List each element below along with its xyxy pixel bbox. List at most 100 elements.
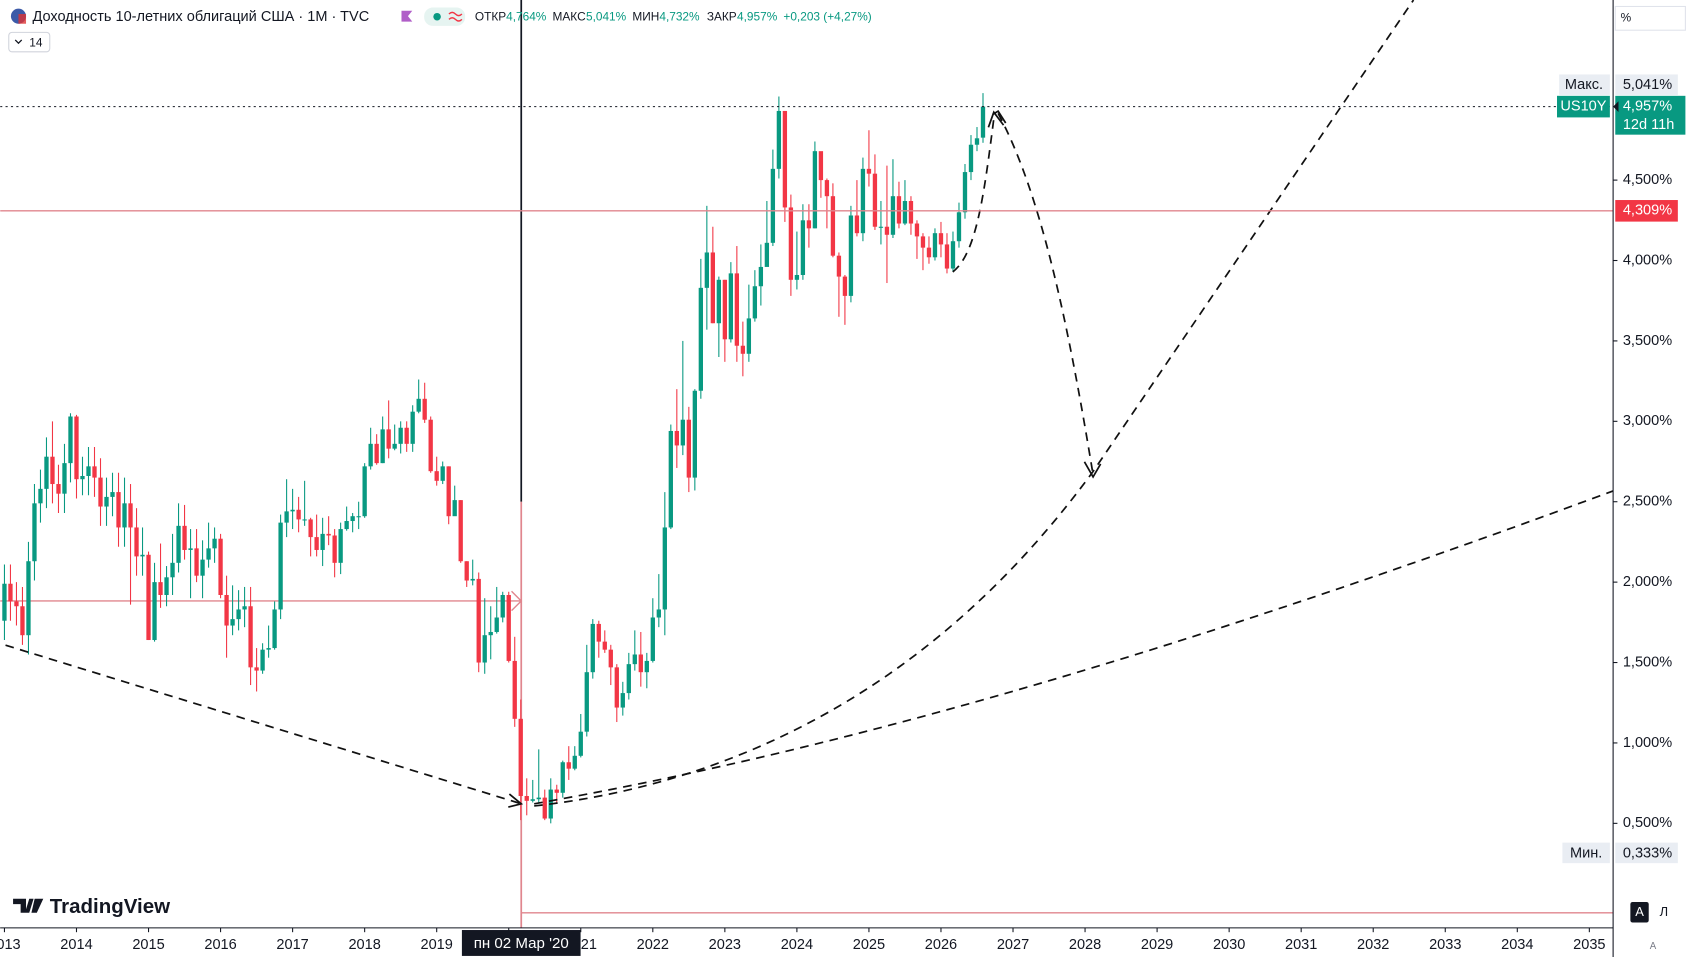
candle-body — [236, 609, 241, 620]
candle-body — [350, 516, 355, 522]
candle-body — [182, 525, 187, 550]
x-tick-label: 2013 — [0, 937, 21, 953]
x-tick-label: 2029 — [1141, 937, 1173, 953]
candle-body — [368, 443, 373, 467]
candle-body — [386, 429, 391, 449]
candle-body — [722, 279, 728, 340]
candle-body — [950, 241, 956, 269]
auto-scale-small[interactable]: A — [1650, 941, 1657, 952]
candle-body — [536, 797, 541, 800]
log-scale-label[interactable]: Л — [1660, 904, 1669, 919]
candle-body — [92, 466, 97, 478]
high-label: МАКС — [553, 9, 587, 23]
candle-body — [980, 106, 986, 138]
candle-body — [860, 168, 866, 234]
candle-body — [512, 660, 517, 719]
candle-body — [620, 693, 625, 708]
candle-body — [110, 492, 115, 497]
candle-body — [488, 631, 493, 636]
candle-body — [908, 201, 914, 224]
arrowhead — [508, 793, 524, 808]
candle-body — [554, 789, 559, 793]
crosshair-label: пн 02 Мар '20 — [474, 935, 569, 952]
symbol-title: Доходность 10-летних облигаций США · 1M … — [32, 9, 369, 25]
candle-body — [188, 548, 193, 550]
candle-body — [458, 500, 463, 562]
candle-body — [584, 672, 589, 732]
watermark-logo — [13, 898, 44, 913]
candle-body — [716, 279, 722, 324]
auto-scale-label[interactable]: A — [1635, 904, 1644, 919]
candle-body — [674, 430, 679, 446]
open-label: ОТКР — [475, 9, 506, 23]
unit-box[interactable] — [1614, 5, 1686, 31]
candle-body — [848, 215, 854, 296]
candle-body — [446, 466, 451, 517]
forecast-path — [952, 118, 995, 273]
candle-body — [68, 416, 73, 464]
candle-body — [302, 519, 307, 521]
x-tick-label: 2032 — [1357, 937, 1389, 953]
candle-body — [680, 419, 685, 446]
candle-body — [524, 796, 529, 801]
candle-body — [56, 484, 61, 494]
y-tick-label: 3,000% — [1623, 413, 1672, 429]
indicators-count[interactable]: 14 — [29, 35, 43, 49]
candle-body — [410, 411, 415, 444]
candle-body — [434, 471, 439, 481]
candle-body — [392, 443, 397, 449]
candle-body — [926, 247, 932, 258]
candle-body — [614, 667, 619, 708]
candle-body — [74, 416, 79, 480]
y-tick-label: 4,000% — [1623, 252, 1672, 268]
x-tick-label: 2015 — [132, 937, 164, 953]
auto-scale-button[interactable] — [1630, 901, 1649, 923]
candle-body — [200, 559, 205, 576]
y-tick-label: 1,500% — [1623, 654, 1672, 670]
status-wave — [448, 11, 463, 22]
candle-body — [494, 617, 499, 632]
forecast-paths — [5, 0, 1614, 807]
candle-body — [896, 196, 902, 224]
candle-body — [398, 427, 403, 444]
candle-body — [974, 138, 980, 145]
candle-body — [176, 525, 181, 563]
x-tick-label: 2019 — [421, 937, 453, 953]
y-tick-label: 2,000% — [1623, 574, 1672, 590]
forecast-path — [997, 112, 1094, 475]
candle-body — [758, 266, 764, 287]
candle-body — [824, 180, 830, 197]
indicators-toggle[interactable] — [8, 31, 51, 53]
open-value: 4,764% — [506, 9, 547, 23]
candle-body — [194, 548, 199, 576]
candle-body — [158, 582, 163, 595]
candle-body — [902, 201, 908, 224]
candle-body — [764, 242, 770, 267]
x-tick-label: 2028 — [1069, 937, 1101, 953]
countdown-label: 12d 11h — [1623, 117, 1675, 133]
x-tick-label: 2033 — [1429, 937, 1461, 953]
candle-body — [884, 226, 890, 235]
candle-body — [278, 522, 283, 610]
candle-body — [308, 519, 313, 538]
x-tick-label: 2014 — [60, 937, 92, 953]
candle-body — [32, 503, 37, 562]
forecast-path — [534, 490, 1614, 805]
candle-body — [872, 173, 878, 227]
candle-body — [86, 466, 91, 476]
candle-body — [320, 533, 325, 550]
x-tick-label: 2022 — [637, 937, 669, 953]
candle-body — [746, 318, 752, 354]
candle-body — [242, 606, 247, 610]
change-value: +0,203 (+4,27%) — [783, 9, 871, 23]
candle-body — [530, 799, 535, 801]
candle-body — [890, 196, 896, 235]
axis-unit[interactable]: % — [1621, 10, 1632, 24]
candle-body — [608, 649, 613, 668]
candle-body — [164, 577, 169, 595]
candle-body — [776, 110, 782, 169]
candle-body — [20, 606, 25, 636]
symbol-badge — [1557, 95, 1610, 118]
low-value: 4,732% — [659, 9, 700, 23]
